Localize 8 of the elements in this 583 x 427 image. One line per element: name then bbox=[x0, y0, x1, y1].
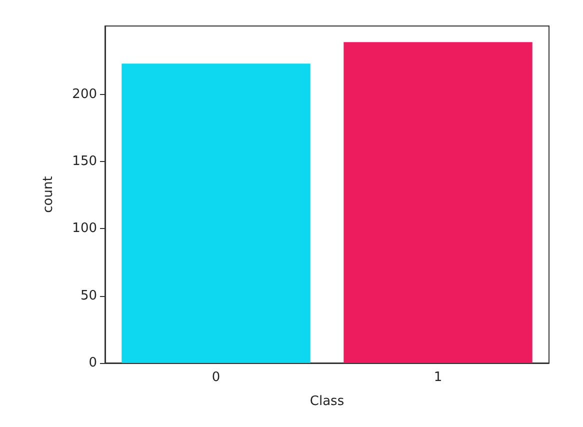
y-axis-title: count bbox=[41, 176, 56, 213]
x-axis-title: Class bbox=[310, 394, 344, 409]
y-tick-label: 50 bbox=[80, 288, 97, 304]
y-tick-label: 0 bbox=[88, 356, 97, 370]
x-tick-label: 1 bbox=[434, 370, 442, 385]
y-tick-label: 100 bbox=[72, 221, 97, 236]
y-tick-label: 200 bbox=[72, 86, 97, 102]
y-tick-label: 150 bbox=[72, 154, 97, 170]
